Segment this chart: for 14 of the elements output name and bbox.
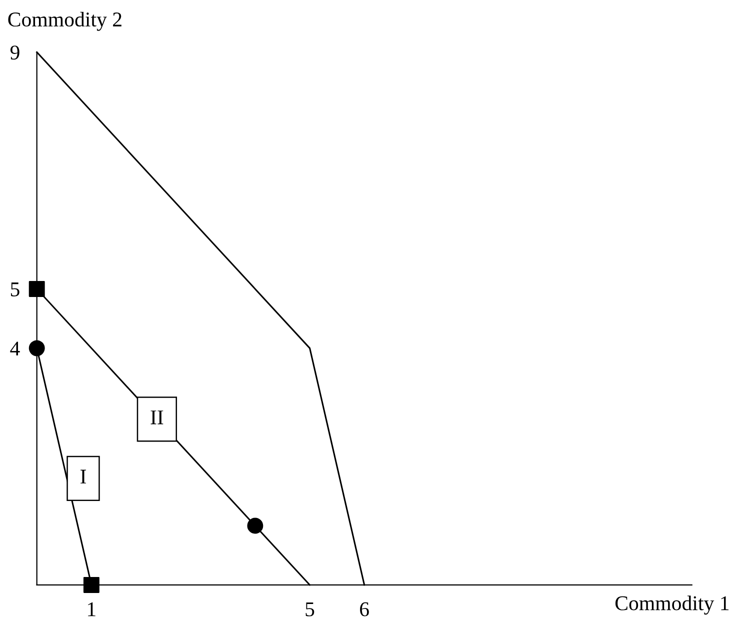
annotation: I: [80, 470, 86, 484]
y-tick-label: 5: [10, 282, 20, 296]
point: [28, 280, 45, 297]
point: [83, 577, 100, 593]
annotation: II: [150, 410, 164, 424]
point: [247, 518, 264, 534]
x-axis-title: Commodity 1: [615, 596, 729, 615]
y-axis-title: Commodity 2: [8, 12, 122, 31]
x-tick-label: 1: [88, 602, 96, 616]
x-tick-label: 5: [306, 602, 314, 616]
x-tick-label: 6: [360, 602, 369, 616]
point: [28, 340, 45, 356]
y-tick-label: 4: [10, 342, 20, 356]
y-tick-label: 9: [10, 46, 20, 60]
